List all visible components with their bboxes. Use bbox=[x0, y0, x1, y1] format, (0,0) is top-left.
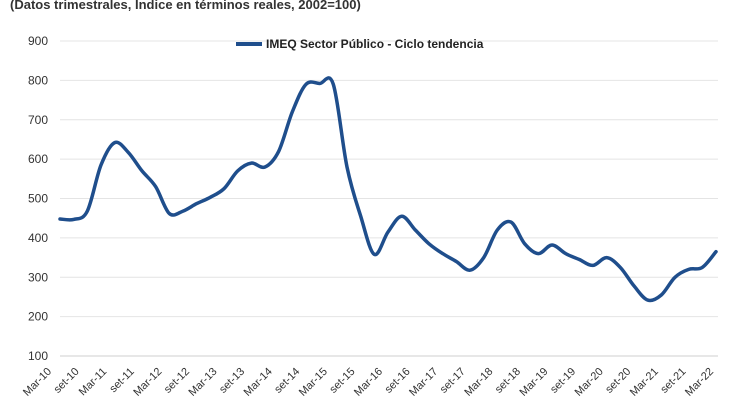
x-tick-label: Mar-17 bbox=[407, 366, 440, 399]
y-tick-label: 600 bbox=[28, 152, 48, 166]
x-tick-label: Mar-20 bbox=[573, 366, 606, 399]
x-axis: Mar-10set-10Mar-11set-11Mar-12set-12Mar-… bbox=[21, 366, 716, 399]
x-tick-label: Mar-15 bbox=[297, 366, 330, 399]
x-tick-label: Mar-16 bbox=[352, 366, 385, 399]
x-tick-label: Mar-11 bbox=[77, 366, 110, 399]
x-tick-label: Mar-14 bbox=[242, 366, 275, 399]
y-tick-label: 200 bbox=[28, 310, 48, 324]
legend-label: IMEQ Sector Público - Ciclo tendencia bbox=[266, 37, 484, 51]
y-tick-label: 800 bbox=[28, 73, 48, 87]
series-layer bbox=[58, 76, 718, 303]
x-tick-label: Mar-13 bbox=[186, 366, 219, 399]
y-tick-label: 900 bbox=[28, 34, 48, 48]
gridlines bbox=[60, 40, 718, 357]
x-tick-label: Mar-12 bbox=[131, 366, 164, 399]
x-tick-label: Mar-10 bbox=[21, 366, 54, 399]
y-tick-label: 300 bbox=[28, 270, 48, 284]
x-tick-label: Mar-21 bbox=[628, 366, 661, 399]
chart-subtitle: (Datos trimestrales, Índice en términos … bbox=[10, 0, 361, 12]
y-tick-label: 100 bbox=[28, 349, 48, 363]
y-axis: 100 200 300 400 500 600 700 800 900 bbox=[28, 34, 48, 363]
x-tick-label: Mar-22 bbox=[683, 366, 716, 399]
y-tick-label: 400 bbox=[28, 231, 48, 245]
x-tick-label: Mar-19 bbox=[517, 366, 550, 399]
series-line-imeq bbox=[58, 76, 718, 303]
x-tick-label: Mar-18 bbox=[462, 366, 495, 399]
legend: IMEQ Sector Público - Ciclo tendencia bbox=[236, 37, 484, 51]
y-tick-label: 500 bbox=[28, 192, 48, 206]
y-tick-label: 700 bbox=[28, 113, 48, 127]
